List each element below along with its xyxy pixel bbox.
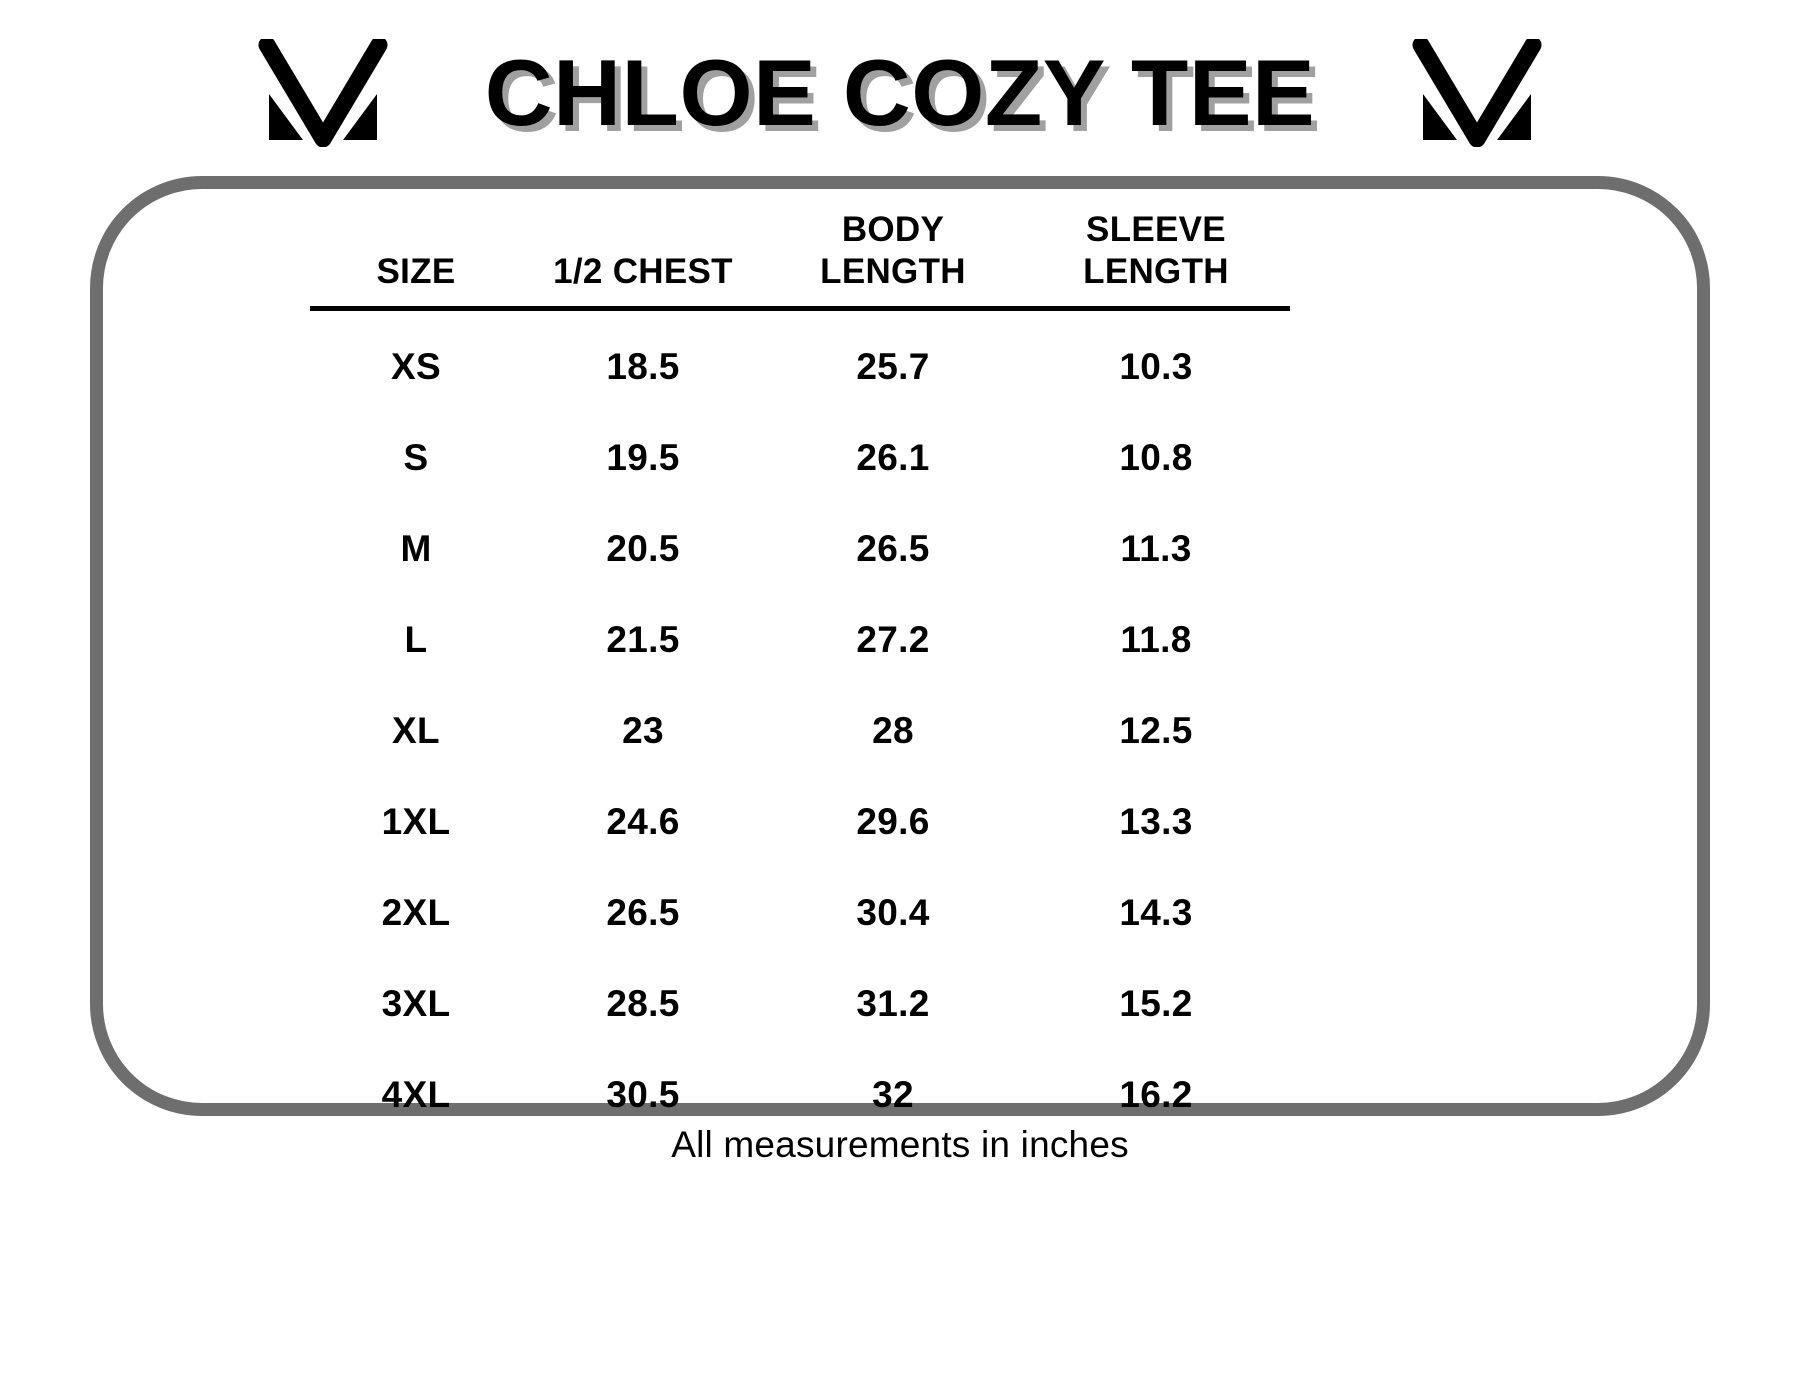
cell-sleeve: 10.3 [1119,345,1193,387]
column-header-body-length: BODY LENGTH [764,196,1022,311]
cell-size: 2XL [381,891,451,933]
cell-chest: 26.5 [606,891,680,933]
cell-chest: 24.6 [606,800,680,842]
column-header-sleeve-length: SLEEVE LENGTH [1022,196,1290,311]
measurement-units-note: All measurements in inches [671,1124,1129,1165]
cell-sleeve: 11.8 [1120,618,1192,660]
cell-body: 31.2 [856,982,930,1024]
table-row: 2XL 26.5 30.4 14.3 [310,867,1290,958]
cell-sleeve: 12.5 [1119,709,1193,751]
cell-size: 4XL [381,1073,451,1115]
cell-chest: 23 [622,709,664,751]
table-row: L 21.5 27.2 11.8 [310,594,1290,685]
page-header: CHLOE COZY TEE [0,28,1800,158]
table-row: 1XL 24.6 29.6 13.3 [310,776,1290,867]
column-header-sleeve-length-line1: SLEEVE [1086,210,1226,250]
cell-chest: 18.5 [606,345,680,387]
cell-sleeve: 13.3 [1119,800,1193,842]
size-table-body: XS 18.5 25.7 10.3 S 19.5 26.1 10.8 M 20.… [310,309,1290,1141]
cell-sleeve: 15.2 [1119,982,1193,1024]
size-table-header: SIZE 1/2 CHEST BODY LENGTH SLEEVE LENGTH [310,196,1290,311]
brand-logo-left-icon [257,39,389,147]
chart-card-border [90,176,1710,1116]
cell-size: XL [392,709,440,751]
cell-body: 25.7 [856,345,930,387]
cell-size: M [400,527,432,569]
size-table: SIZE 1/2 CHEST BODY LENGTH SLEEVE LENGTH [310,196,1290,1140]
cell-size: 3XL [381,982,451,1024]
table-row: M 20.5 26.5 11.3 [310,503,1290,594]
cell-sleeve: 16.2 [1119,1073,1193,1115]
cell-chest: 28.5 [606,982,680,1024]
table-row: XS 18.5 25.7 10.3 [310,309,1290,413]
cell-chest: 19.5 [606,436,680,478]
column-header-size-line1: SIZE [376,251,456,291]
cell-sleeve: 11.3 [1120,527,1192,569]
header-row: SIZE 1/2 CHEST BODY LENGTH SLEEVE LENGTH [310,196,1290,311]
brand-logo-right-icon [1411,39,1543,147]
size-table-container: SIZE 1/2 CHEST BODY LENGTH SLEEVE LENGTH [310,196,1290,1140]
cell-body: 26.1 [856,436,930,478]
cell-size: 1XL [381,800,451,842]
table-row: 3XL 28.5 31.2 15.2 [310,958,1290,1049]
cell-sleeve: 14.3 [1119,891,1193,933]
cell-size: S [403,436,429,478]
page-title: CHLOE COZY TEE [484,40,1316,145]
cell-body: 30.4 [856,891,930,933]
cell-chest: 30.5 [606,1073,680,1115]
table-row: XL 23 28 12.5 [310,685,1290,776]
cell-sleeve: 10.8 [1119,436,1193,478]
cell-size: XS [391,345,441,387]
column-header-sleeve-length-line2: LENGTH [1083,251,1229,291]
column-header-chest: 1/2 CHEST [522,196,764,311]
cell-body: 28 [872,709,914,751]
cell-body: 29.6 [856,800,930,842]
column-header-body-length-line1: BODY [841,210,945,250]
column-header-body-length-line2: LENGTH [820,251,966,291]
table-row: S 19.5 26.1 10.8 [310,412,1290,503]
cell-size: L [404,618,428,660]
cell-chest: 21.5 [606,618,680,660]
column-header-size: SIZE [310,196,522,311]
table-row: 4XL 30.5 32 16.2 [310,1049,1290,1140]
cell-body: 32 [872,1073,914,1115]
column-header-chest-line1: 1/2 CHEST [553,251,733,291]
cell-chest: 20.5 [606,527,680,569]
cell-body: 27.2 [856,618,930,660]
cell-body: 26.5 [856,527,930,569]
